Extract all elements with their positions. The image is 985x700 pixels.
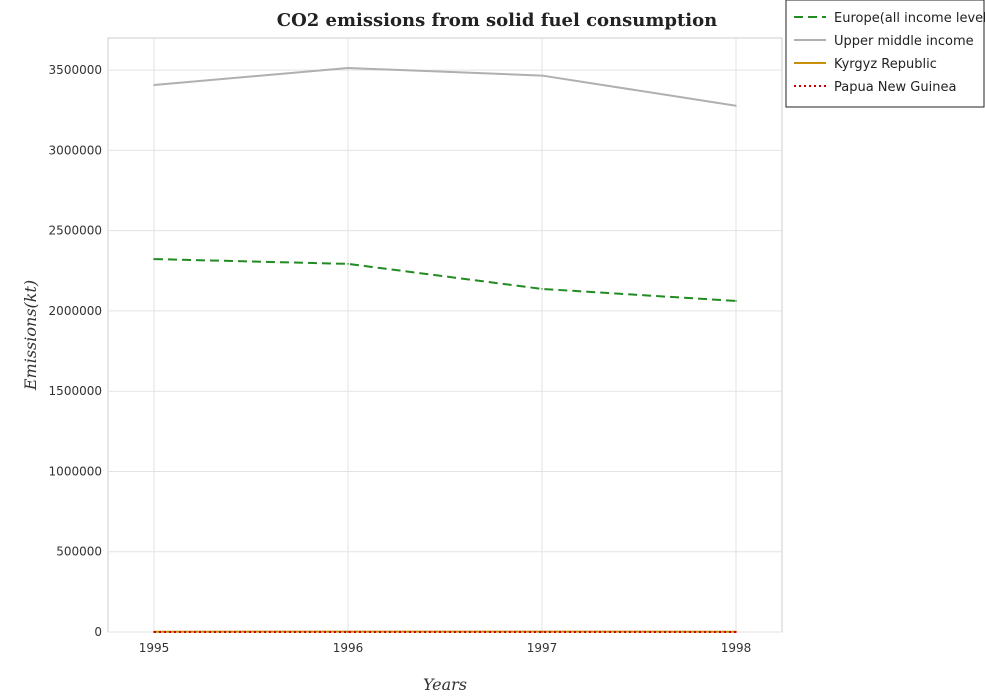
series-point [153, 84, 155, 86]
y-tick-label: 2000000 [49, 304, 102, 318]
y-axis-title: Emissions(kt) [21, 280, 40, 391]
y-tick-label: 1000000 [49, 464, 102, 478]
x-tick-label: 1998 [721, 641, 752, 655]
legend-label: Papua New Guinea [834, 80, 956, 95]
chart-title: CO2 emissions from solid fuel consumptio… [277, 10, 717, 31]
y-tick-label: 3000000 [49, 143, 102, 157]
x-tick-label: 1996 [333, 641, 364, 655]
plot-area [107, 37, 783, 633]
legend-label: Europe(all income levels) [834, 11, 985, 26]
series-point [541, 74, 543, 77]
series-point [735, 631, 737, 633]
x-tick-label: 1995 [139, 641, 170, 655]
y-tick-label: 1500000 [49, 384, 102, 398]
y-tick-label: 500000 [56, 545, 102, 559]
y-axis-ticks: 0 500000 1000000 1500000 2000000 2500000 30000… [49, 63, 102, 639]
series-lines [153, 67, 737, 633]
grid [108, 38, 782, 633]
series-point [347, 67, 349, 69]
series-point [347, 263, 349, 265]
legend-label: Kyrgyz Republic [834, 57, 937, 72]
series-point [541, 631, 543, 633]
series-point [153, 631, 155, 633]
legend-label: Upper middle income [834, 34, 974, 49]
series-point [541, 288, 543, 290]
series-line-1 [153, 67, 737, 107]
y-tick-label: 0 [94, 625, 102, 639]
y-tick-label: 2500000 [49, 224, 102, 238]
series-point [735, 300, 737, 302]
x-axis-ticks: 1995 1996 1997 1998 [139, 641, 752, 655]
x-tick-label: 1997 [527, 641, 558, 655]
x-axis-title: Years [423, 675, 467, 694]
series-point [735, 104, 737, 107]
legend: Europe(all income levels) Upper middle in… [785, 0, 985, 108]
series-point [153, 258, 155, 260]
y-tick-label: 3500000 [49, 63, 102, 77]
series-point [347, 631, 349, 633]
